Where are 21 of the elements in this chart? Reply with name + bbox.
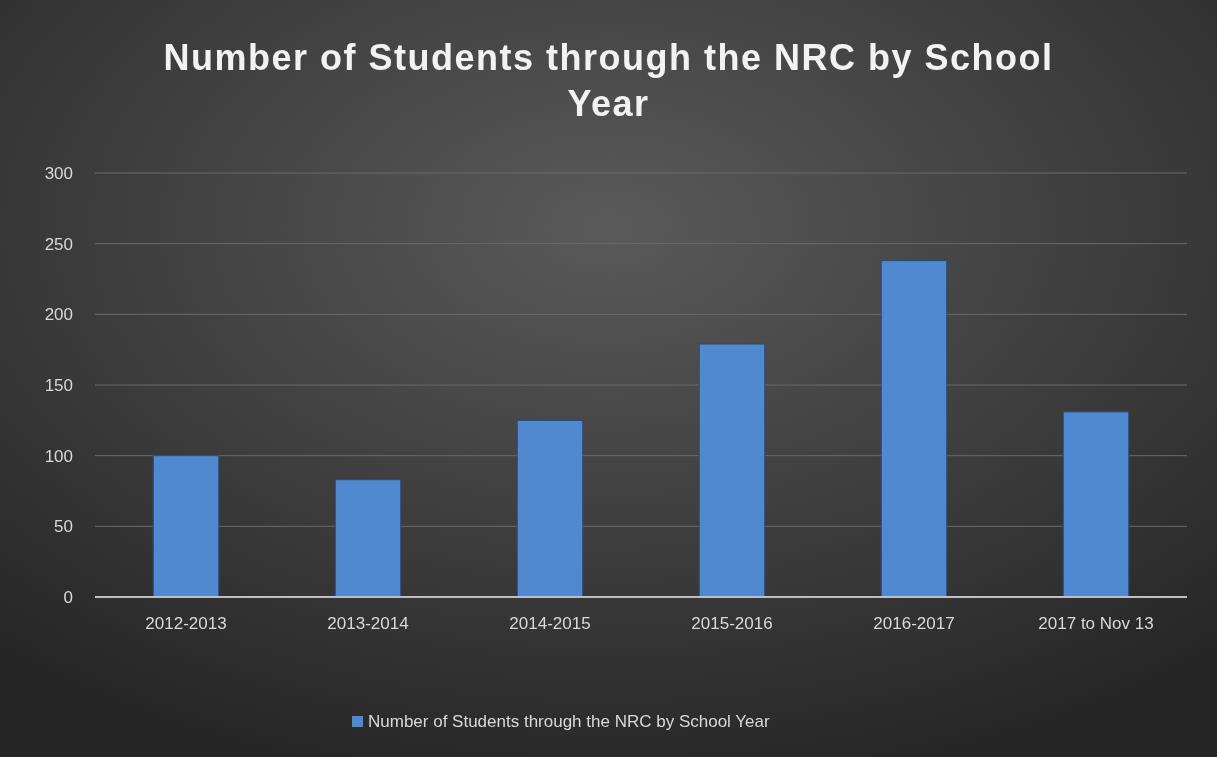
y-tick-label: 0 <box>63 587 73 607</box>
x-tick-label: 2013-2014 <box>327 614 409 633</box>
y-tick-label: 250 <box>44 234 73 254</box>
bar <box>152 455 220 598</box>
y-tick-label: 150 <box>44 375 73 395</box>
x-tick-label: 2015-2016 <box>691 614 773 633</box>
y-tick-label: 100 <box>44 446 73 466</box>
y-tick-label: 50 <box>54 517 73 537</box>
bar <box>334 479 402 598</box>
bar <box>880 260 948 598</box>
x-tick-label: 2012-2013 <box>145 614 227 633</box>
text: Number of Students through the NRC by School Year <box>368 712 770 731</box>
bar <box>1062 411 1130 598</box>
y-tick-label: 300 <box>44 163 73 183</box>
bar <box>698 343 766 598</box>
y-tick-label: 200 <box>44 305 73 325</box>
chart-title: Number of Students through the NRC by School Year <box>163 37 1054 124</box>
x-tick-label: 2017 to Nov 13 <box>1038 614 1154 633</box>
x-tick-label: 2016-2017 <box>873 614 955 633</box>
x-tick-label: 2014-2015 <box>509 614 591 633</box>
bar <box>516 419 584 598</box>
